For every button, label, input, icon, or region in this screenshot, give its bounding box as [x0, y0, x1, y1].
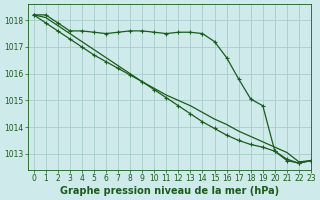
X-axis label: Graphe pression niveau de la mer (hPa): Graphe pression niveau de la mer (hPa) [60, 186, 279, 196]
